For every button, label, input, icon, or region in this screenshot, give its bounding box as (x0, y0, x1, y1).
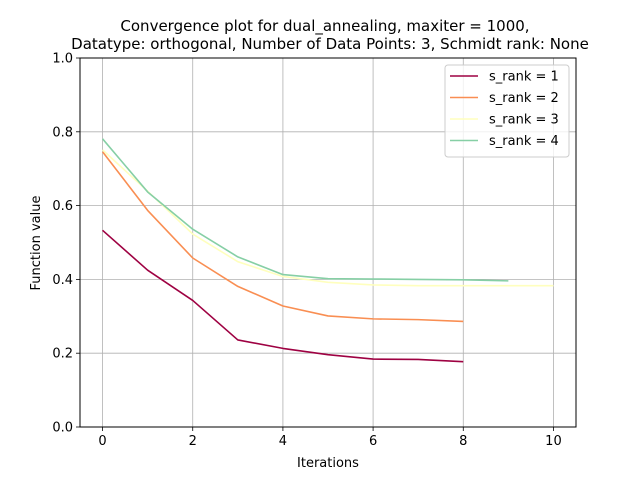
series-lines (101, 138, 554, 363)
legend-entry-label: s_rank = 3 (489, 113, 559, 128)
y-tick-label: 0.4 (52, 273, 73, 288)
x-tick-label: 0 (98, 434, 106, 449)
legend-box (444, 64, 570, 158)
legend-entry-label: s_rank = 2 (489, 91, 559, 106)
plot-frame (79, 57, 577, 428)
legend-entry-label: s_rank = 1 (489, 70, 559, 85)
x-tick-label: 10 (545, 434, 562, 449)
legend: s_rank = 1 s_rank = 2 s_rank = 3 s_rank = 4 (444, 64, 570, 158)
y-tick-label: 1.0 (52, 52, 73, 67)
legend-entry-label: s_rank = 4 (489, 134, 559, 149)
x-axis-label: Iterations (297, 456, 359, 471)
y-tick-label: 0.0 (52, 421, 73, 436)
y-tick-label: 0.8 (52, 125, 73, 140)
x-tick-label: 4 (279, 434, 287, 449)
y-tick-label: 0.6 (52, 199, 73, 214)
x-tick-label: 8 (459, 434, 467, 449)
chart-title-line-1: Convergence plot for dual_annealing, max… (120, 17, 529, 36)
y-tick-label: 0.2 (52, 347, 73, 362)
x-tick-label: 2 (189, 434, 197, 449)
plot-border (79, 57, 577, 428)
x-tick-label: 6 (369, 434, 377, 449)
series-line-s-rank-3 (102, 149, 554, 287)
series-line-s-rank-1 (102, 229, 464, 363)
y-axis-label: Function value (29, 196, 44, 291)
series-line-s-rank-2 (101, 151, 464, 323)
axis-ticks: 0 2 4 6 8 10 0.0 0.2 0.4 0.6 0.8 1.0 (52, 52, 561, 450)
series-line-s-rank-4 (101, 138, 509, 282)
chart-title-line-2: Datatype: orthogonal, Number of Data Poi… (71, 35, 589, 53)
